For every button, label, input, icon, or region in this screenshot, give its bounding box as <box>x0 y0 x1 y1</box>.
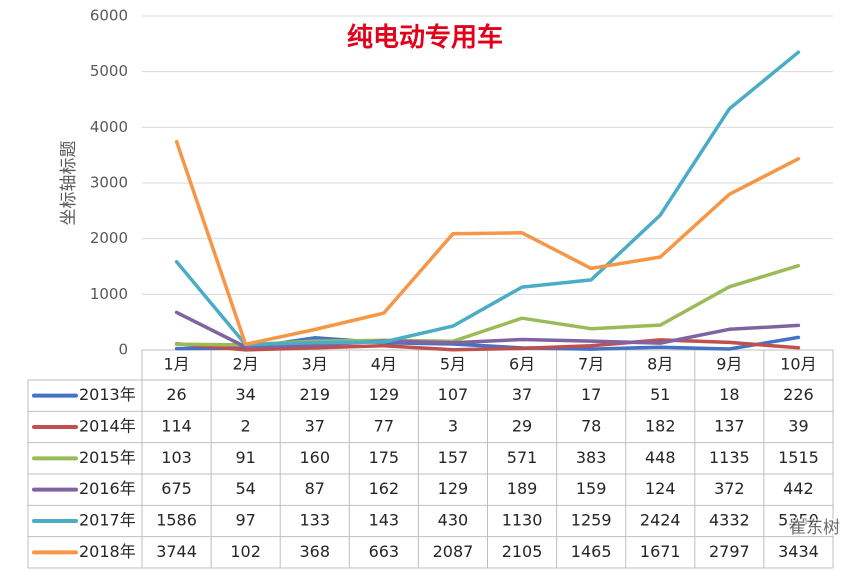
data-table-value: 3 <box>448 417 458 436</box>
x-category-label: 5月 <box>440 355 466 374</box>
data-table-value: 157 <box>438 448 469 467</box>
data-table-value: 87 <box>305 479 325 498</box>
data-table-value: 37 <box>305 417 325 436</box>
data-table-value: 2797 <box>709 542 750 561</box>
data-table-value: 159 <box>576 479 607 498</box>
data-table-value: 3744 <box>156 542 197 561</box>
data-table-value: 2087 <box>433 542 474 561</box>
data-table-value: 226 <box>783 385 814 404</box>
data-table-value: 442 <box>783 479 814 498</box>
x-category-label: 10月 <box>780 355 816 374</box>
x-category-label: 8月 <box>647 355 673 374</box>
y-tick-label: 4000 <box>90 118 128 136</box>
watermark-text: 崔东树 <box>789 518 840 538</box>
data-table-value: 383 <box>576 448 607 467</box>
data-table-value: 1671 <box>640 542 681 561</box>
data-table-value: 1586 <box>156 511 197 530</box>
data-table-value: 54 <box>235 479 255 498</box>
data-table-value: 175 <box>369 448 400 467</box>
data-table-value: 2105 <box>502 542 543 561</box>
data-table-value: 3434 <box>778 542 819 561</box>
data-table-value: 107 <box>438 385 469 404</box>
data-table-value: 34 <box>235 385 255 404</box>
data-table-value: 2 <box>241 417 251 436</box>
data-table-value: 162 <box>369 479 400 498</box>
data-table-value: 37 <box>512 385 532 404</box>
legend-series-name: 2014年 <box>79 417 136 436</box>
series-lines <box>174 50 801 352</box>
y-tick-label: 3000 <box>90 174 128 192</box>
x-category-label: 4月 <box>371 355 397 374</box>
x-category-label: 2月 <box>233 355 259 374</box>
data-table-value: 219 <box>299 385 330 404</box>
y-tick-label: 0 <box>118 341 128 359</box>
gridlines <box>142 15 833 295</box>
data-table-value: 1259 <box>571 511 612 530</box>
legend-series-name: 2013年 <box>79 385 136 404</box>
legend-series-name: 2017年 <box>79 511 136 530</box>
data-table-value: 124 <box>645 479 676 498</box>
data-table-value: 114 <box>161 417 192 436</box>
data-table-value: 137 <box>714 417 745 436</box>
data-table-value: 5350 <box>778 511 819 530</box>
x-category-label: 6月 <box>509 355 535 374</box>
data-table-value: 26 <box>166 385 186 404</box>
data-table-value: 129 <box>369 385 400 404</box>
data-table-value: 1135 <box>709 448 750 467</box>
y-axis-ticks: 0 1000 2000 3000 4000 5000 6000 <box>90 7 128 359</box>
legend-series-name: 2015年 <box>79 448 136 467</box>
data-table-value: 372 <box>714 479 745 498</box>
data-table-value: 571 <box>507 448 538 467</box>
data-table-value: 103 <box>161 448 192 467</box>
series-line-2014年 <box>174 338 801 352</box>
data-table-value: 675 <box>161 479 192 498</box>
x-category-label: 9月 <box>716 355 742 374</box>
data-table-value: 4332 <box>709 511 750 530</box>
y-tick-label: 2000 <box>90 229 128 247</box>
data-table-value: 189 <box>507 479 538 498</box>
x-category-label: 3月 <box>302 355 328 374</box>
series-line-2017年 <box>174 50 801 347</box>
data-table-value: 133 <box>299 511 330 530</box>
data-table-value: 97 <box>235 511 255 530</box>
data-table-value: 102 <box>230 542 261 561</box>
data-table-value: 29 <box>512 417 532 436</box>
data-table-value: 2424 <box>640 511 681 530</box>
data-table: 1月 2月 3月 4月 5月 6月 7月 8月 9月 10月 2013年 26 34 219 129 107 3… <box>27 349 834 569</box>
series-line-2018年 <box>174 139 801 347</box>
data-table-value: 39 <box>788 417 808 436</box>
data-table-value: 129 <box>438 479 469 498</box>
y-tick-label: 1000 <box>90 285 128 303</box>
legend-series-name: 2018年 <box>79 542 136 561</box>
data-table-value: 430 <box>438 511 469 530</box>
data-table-value: 1515 <box>778 448 819 467</box>
data-table-value: 663 <box>369 542 400 561</box>
y-tick-label: 6000 <box>90 7 128 25</box>
x-category-label: 1月 <box>163 355 189 374</box>
data-table-value: 160 <box>299 448 330 467</box>
x-category-label: 7月 <box>578 355 604 374</box>
y-tick-label: 5000 <box>90 62 128 80</box>
data-table-value: 1130 <box>502 511 543 530</box>
data-table-value: 17 <box>581 385 601 404</box>
data-table-value: 78 <box>581 417 601 436</box>
data-table-value: 91 <box>235 448 255 467</box>
legend-series-name: 2016年 <box>79 479 136 498</box>
data-table-value: 18 <box>719 385 739 404</box>
series-line-2016年 <box>174 310 801 349</box>
y-axis-label: 坐标轴标题 <box>59 141 79 226</box>
data-table-value: 77 <box>374 417 394 436</box>
chart-title: 纯电动专用车 <box>347 22 503 53</box>
data-table-value: 51 <box>650 385 670 404</box>
data-table-value: 143 <box>369 511 400 530</box>
data-table-value: 448 <box>645 448 676 467</box>
data-table-value: 182 <box>645 417 676 436</box>
data-table-value: 1465 <box>571 542 612 561</box>
data-table-value: 368 <box>299 542 330 561</box>
